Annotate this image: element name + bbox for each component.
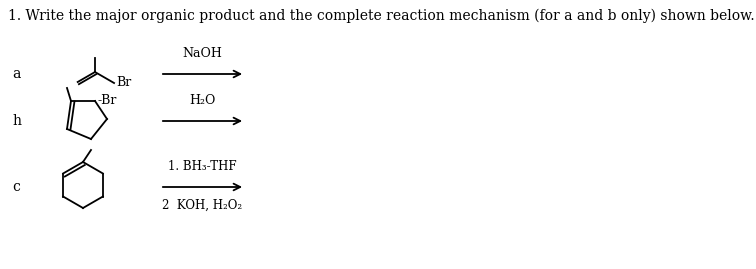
Text: H₂O: H₂O [189,94,215,107]
Text: Br: Br [116,76,132,90]
Text: h: h [12,114,21,128]
Text: -Br: -Br [97,94,116,108]
Text: NaOH: NaOH [182,47,222,60]
Text: c: c [12,180,20,194]
Text: 2  KOH, H₂O₂: 2 KOH, H₂O₂ [162,199,242,212]
Text: a: a [12,67,20,81]
Text: 1. Write the major organic product and the complete reaction mechanism (for a an: 1. Write the major organic product and t… [8,9,754,23]
Text: 1. BH₃-THF: 1. BH₃-THF [168,160,237,173]
